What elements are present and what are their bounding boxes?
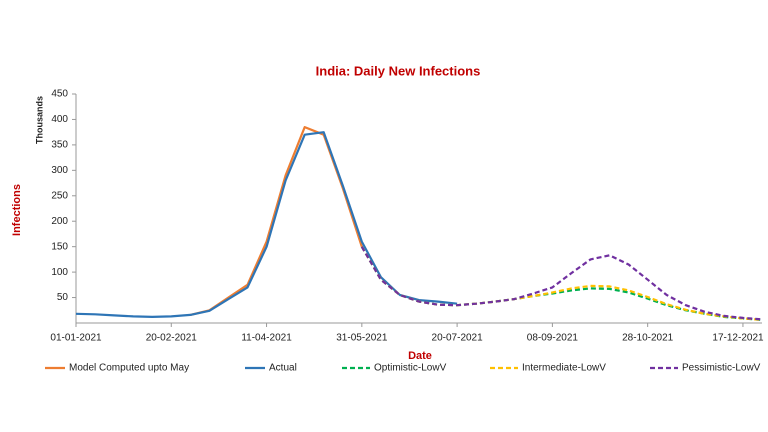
legend-label: Model Computed upto May bbox=[69, 363, 189, 374]
x-tick-label: 01-01-2021 bbox=[50, 333, 102, 344]
x-tick-label: 20-07-2021 bbox=[432, 333, 484, 344]
legend-label: Pessimistic-LowV bbox=[682, 363, 761, 374]
y-tick-label: 300 bbox=[51, 165, 68, 176]
series-line bbox=[360, 246, 763, 321]
x-tick-label: 20-02-2021 bbox=[146, 333, 198, 344]
y-tick-label: 350 bbox=[51, 140, 68, 151]
x-tick-label: 28-10-2021 bbox=[622, 333, 674, 344]
x-axis-label: Date bbox=[408, 350, 432, 362]
x-tick-label: 11-04-2021 bbox=[241, 333, 292, 344]
y-tick-label: 150 bbox=[51, 241, 68, 252]
y-axis-label: Infections bbox=[11, 184, 23, 236]
series-line bbox=[75, 131, 458, 318]
y-tick-label: 250 bbox=[51, 190, 68, 201]
x-tick-label: 17-12-2021 bbox=[712, 333, 764, 344]
y-tick-label: 400 bbox=[51, 114, 68, 125]
y-tick-label: 200 bbox=[51, 216, 68, 227]
series-line bbox=[360, 246, 763, 321]
x-tick-label: 31-05-2021 bbox=[336, 333, 388, 344]
y-tick-label: 450 bbox=[51, 89, 68, 100]
series-line bbox=[360, 246, 763, 321]
chart-title: India: Daily New Infections bbox=[316, 63, 481, 78]
legend-label: Actual bbox=[269, 363, 297, 374]
x-tick-label: 08-09-2021 bbox=[527, 333, 579, 344]
y-tick-label: 100 bbox=[51, 267, 68, 278]
legend-label: Intermediate-LowV bbox=[522, 363, 606, 374]
series-line bbox=[190, 126, 363, 316]
y-unit-label: Thousands bbox=[34, 96, 44, 144]
y-tick-label: 50 bbox=[57, 292, 69, 303]
legend-label: Optimistic-LowV bbox=[374, 363, 447, 374]
